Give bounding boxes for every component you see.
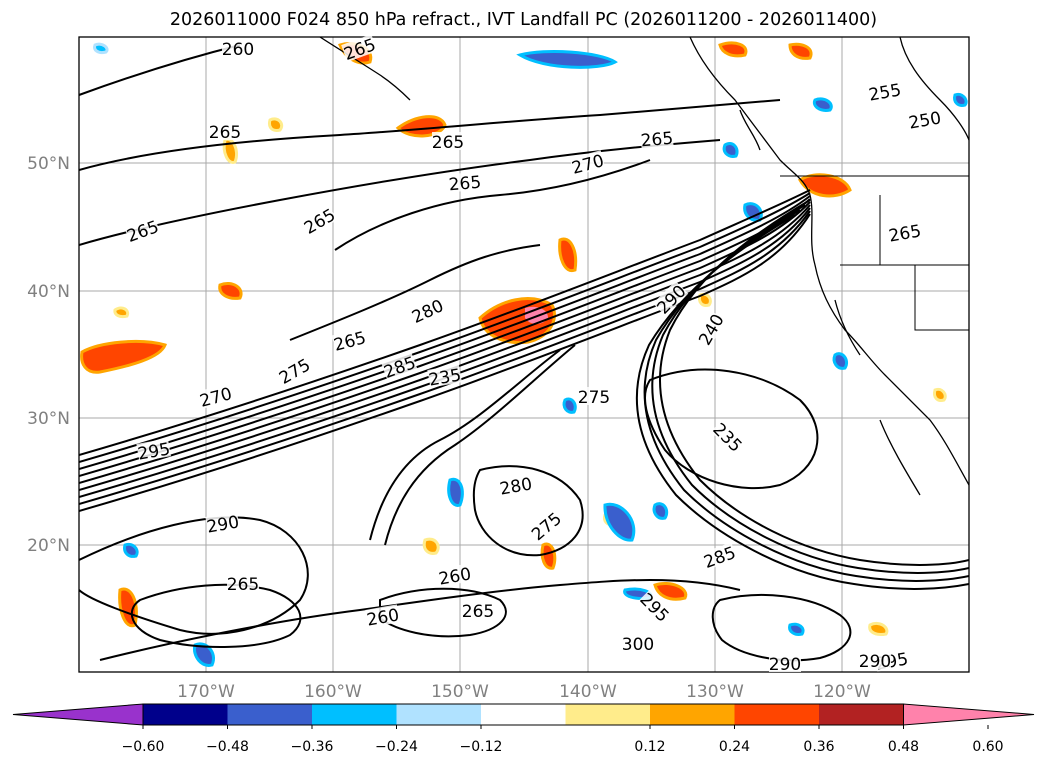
contour-label-text: 265 — [227, 575, 259, 595]
colorbar-segment — [819, 704, 904, 725]
contour-label-text: 265 — [432, 133, 464, 153]
colorbar-segment — [565, 704, 650, 725]
colorbar-segment — [734, 704, 819, 725]
contour-label: 235 — [427, 364, 463, 391]
latitude-tick-label: 40°N — [27, 282, 70, 302]
colorbar-extend-min — [12, 703, 144, 726]
contour-label: 265 — [432, 132, 464, 153]
contour-label: 255 — [867, 79, 903, 106]
contour-label-text: 275 — [578, 388, 610, 408]
colorbar-tick-label: −0.60 — [122, 739, 165, 755]
colorbar-tick-label: −0.48 — [206, 739, 249, 755]
latitude-tick-label: 50°N — [27, 154, 70, 174]
contour-label: 265 — [331, 327, 368, 356]
contour-label: 290 — [205, 511, 241, 538]
contour-label-text: 265 — [462, 602, 494, 622]
contour-label-text: 290 — [859, 652, 891, 672]
colorbar-segment — [481, 704, 566, 725]
political-borders — [780, 175, 969, 331]
colorbar — [12, 703, 1035, 726]
colorbar-tick-label: 0.12 — [634, 739, 665, 755]
contour-label: 260 — [222, 39, 254, 60]
contour-label: 275 — [578, 387, 610, 408]
longitude-tick-label: 120°W — [813, 682, 871, 702]
latitude-labels: 50°N 40°N 30°N 20°N — [27, 154, 70, 556]
colorbar-extend-max — [903, 703, 1035, 726]
contour-label: 265 — [209, 122, 241, 143]
colorbar-tick-label: 0.24 — [719, 739, 750, 755]
map-border — [78, 36, 970, 673]
colorbar-labels: −0.60 −0.48 −0.36 −0.24 −0.12 0.12 0.24 0.36 0.4… — [122, 725, 1004, 755]
colorbar-tick-label: −0.24 — [375, 739, 418, 755]
contour-label-text: 300 — [622, 635, 654, 655]
longitude-tick-label: 160°W — [304, 682, 362, 702]
contour-label: 265 — [462, 601, 494, 622]
colorbar-segment — [650, 704, 735, 725]
longitude-tick-label: 150°W — [431, 682, 489, 702]
colorbar-segment — [396, 704, 481, 725]
contour-label: 270 — [197, 383, 234, 412]
contour-label: 280 — [498, 473, 534, 500]
contour-label: 290 — [859, 651, 891, 672]
colorbar-segment — [312, 704, 397, 725]
contour-label-text: 265 — [209, 123, 241, 143]
contour-label-text: 260 — [222, 40, 254, 60]
contour-lines — [79, 44, 969, 662]
contour-label: 260 — [365, 604, 401, 631]
contour-label-text: 290 — [769, 655, 801, 675]
colorbar-outline — [142, 703, 904, 726]
contour-label-text: 265 — [640, 129, 674, 152]
contour-label: 260 — [437, 563, 473, 590]
latitude-tick-label: 20°N — [27, 536, 70, 556]
contour-label: 265 — [640, 127, 674, 152]
contour-label: 300 — [622, 634, 654, 655]
colorbar-segment — [227, 704, 312, 725]
positive-refractivity-shading — [80, 41, 947, 636]
longitude-tick-label: 140°W — [559, 682, 617, 702]
coastlines — [319, 37, 969, 496]
contour-label: 265 — [227, 574, 259, 595]
plot-title: 2026011000 F024 850 hPa refract., IVT La… — [169, 10, 878, 30]
longitude-labels: 170°W 160°W 150°W 140°W 130°W 120°W — [177, 682, 871, 702]
colorbar-tick-label: −0.36 — [291, 739, 334, 755]
contour-label: 290 — [769, 654, 801, 675]
colorbar-tick-label: 0.60 — [972, 739, 1003, 755]
colorbar-segment — [143, 704, 228, 725]
contour-label: 265 — [887, 220, 923, 247]
negative-refractivity-shading — [93, 42, 968, 667]
colorbar-tick-label: 0.48 — [888, 739, 919, 755]
contour-label-text: 265 — [448, 173, 482, 196]
longitude-tick-label: 170°W — [177, 682, 235, 702]
longitude-tick-label: 130°W — [686, 682, 744, 702]
contour-label: 265 — [448, 171, 482, 196]
latitude-tick-label: 30°N — [27, 409, 70, 429]
colorbar-tick-label: 0.36 — [803, 739, 834, 755]
colorbar-tick-label: −0.12 — [460, 739, 503, 755]
